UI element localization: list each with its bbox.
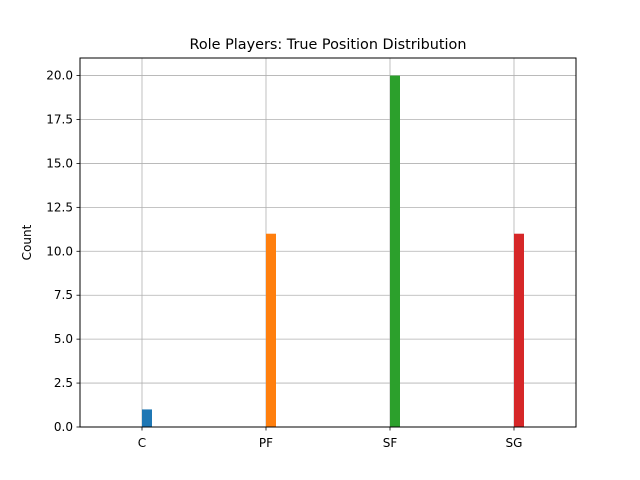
bar-c xyxy=(142,409,152,427)
bar-sf xyxy=(390,75,400,428)
bars-layer xyxy=(142,75,524,428)
y-tick-label: 2.5 xyxy=(54,376,73,390)
grid-layer xyxy=(80,58,576,428)
y-tick-label: 20.0 xyxy=(46,69,73,83)
x-tick-label: PF xyxy=(259,436,273,450)
x-tick-label: SG xyxy=(506,436,523,450)
y-tick-label: 17.5 xyxy=(46,113,73,127)
y-tick-label: 0.0 xyxy=(54,420,73,434)
bar-sg xyxy=(514,233,524,427)
chart-title: Role Players: True Position Distribution xyxy=(190,37,467,53)
x-tick-label: C xyxy=(138,436,146,450)
y-tick-label: 10.0 xyxy=(46,244,73,258)
plot-frame xyxy=(79,57,577,428)
y-tick-label: 5.0 xyxy=(54,332,73,346)
bar-pf xyxy=(266,233,276,427)
y-tick-label: 15.0 xyxy=(46,156,73,170)
y-tick-label: 12.5 xyxy=(46,200,73,214)
x-tick-label: SF xyxy=(383,436,398,450)
ticks-layer: 0.0 2.5 5.0 7.5 10.0 12.5 15.0 17.5 20.0 C PF SF SG xyxy=(46,69,522,450)
y-axis-label: Count xyxy=(20,224,34,260)
y-tick-label: 7.5 xyxy=(54,288,73,302)
